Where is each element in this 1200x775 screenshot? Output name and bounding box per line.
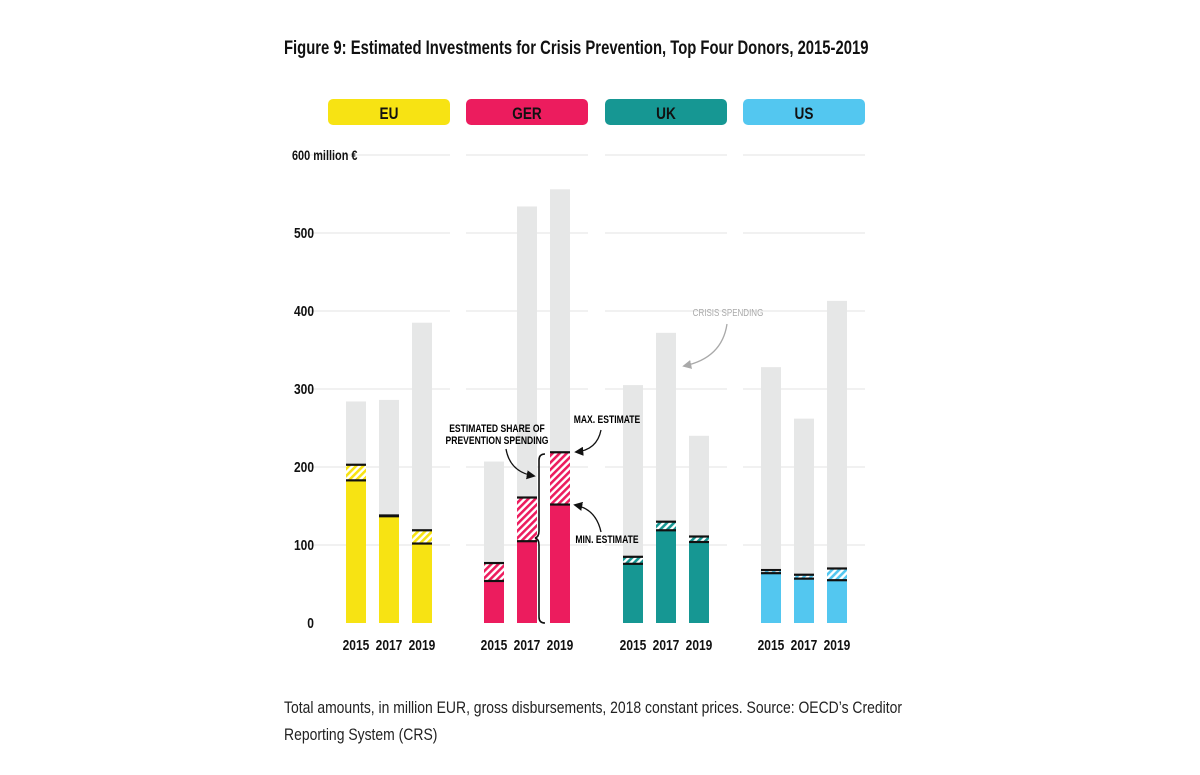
marker-min-eu-2019 [412,542,432,545]
bar-min-uk-2019 [689,541,709,623]
bar-share-range-ger-2015 [484,562,504,581]
y-axis: 0 100 200 300 400 500 600 million € [292,148,358,632]
x-tick-label: 2019 [409,637,436,654]
bar-min-ger-2017 [517,541,537,623]
x-tick-label: 2015 [343,637,370,654]
y-tick-label: 300 [294,381,314,398]
bar-crisis-us-2019 [827,300,847,623]
bar-crisis-us-2015 [761,367,781,623]
marker-min-uk-2017 [656,529,676,532]
source-note: Total amounts, in million EUR, gross dis… [284,698,903,744]
y-tick-label: 400 [294,303,314,320]
y-tick-label: 100 [294,537,314,554]
annotation-share-arrow [505,448,536,480]
marker-max-eu-2019 [412,529,432,532]
bar-min-eu-2017 [379,516,399,623]
bar-crisis-us-2017 [794,418,814,623]
bar-share-range-us-2015 [761,569,781,574]
marker-min-ger-2019 [550,503,570,506]
bar-share-range-eu-2019 [412,530,432,544]
bar-min-ger-2015 [484,580,504,623]
annotation-min-estimate: MIN. ESTIMATE [575,534,639,546]
panel-header-label-ger: GER [512,105,541,124]
y-tick-label: 0 [307,615,314,632]
marker-min-us-2017 [794,577,814,580]
y-tick-label: 200 [294,459,314,476]
marker-min-eu-2015 [346,479,366,482]
panel-header-eu [328,99,450,125]
marker-min-ger-2015 [484,579,504,583]
panel-header-ger [466,99,588,125]
x-tick-label: 2017 [653,637,680,654]
annotation-crisis-spending: CRISIS SPENDING [693,307,764,318]
bar-share-range-uk-2017 [656,521,676,531]
bar-share-range-uk-2019 [689,536,709,542]
bar-min-ger-2019 [550,504,570,623]
annotation-share-line2: PREVENTION SPENDING [446,435,549,447]
annotations: CRISIS SPENDING ESTIMATED SHARE OF PREVE… [446,307,764,624]
bars [346,189,847,624]
x-tick-label: 2015 [620,637,647,654]
marker-max-ger-2015 [484,561,504,565]
annotation-min-arrow [573,501,602,533]
marker-max-us-2019 [827,567,847,570]
annotation-max-estimate: MAX. ESTIMATE [574,414,641,426]
marker-min-us-2019 [827,579,847,582]
bar-share-range-us-2019 [827,568,847,581]
bar-min-uk-2015 [623,563,643,623]
marker-min-uk-2015 [623,562,643,565]
x-tick-label: 2015 [758,637,785,654]
bar-share-range-ger-2017 [517,497,537,542]
bar-min-eu-2019 [412,543,432,623]
x-tick-label: 2017 [376,637,403,654]
x-tick-label: 2017 [791,637,818,654]
marker-max-ger-2017 [517,496,537,499]
panel-header-label-eu: EU [380,105,399,124]
marker-max-uk-2017 [656,520,676,523]
bar-min-us-2015 [761,573,781,623]
y-tick-label: 500 [294,225,314,242]
marker-max-eu-2015 [346,463,366,466]
annotation-max-arrow [574,429,602,456]
marker-min-us-2015 [761,572,781,575]
x-tick-label: 2019 [824,637,851,654]
panel-header-label-uk: UK [656,105,676,124]
bar-min-uk-2017 [656,530,676,623]
panel-header-label-us: US [795,105,814,124]
bar-share-range-uk-2015 [623,556,643,564]
bar-share-range-eu-2015 [346,464,366,481]
x-axis-labels: 2015 2017 2019 2015 2017 2019 2015 2017 2019 2015… [343,637,851,654]
bar-min-us-2017 [794,578,814,623]
x-tick-label: 2019 [686,637,713,654]
marker-max-ger-2019 [550,451,570,454]
annotation-crisis-arrow [682,323,728,369]
bar-share-range-ger-2019 [550,452,570,505]
annotation-brace [534,453,546,624]
x-tick-label: 2015 [481,637,508,654]
annotation-share-line1: ESTIMATED SHARE OF [449,423,545,435]
panel-headers: EU GER UK US [328,99,865,125]
marker-max-uk-2019 [689,535,709,538]
bar-min-eu-2015 [346,480,366,623]
marker-max-us-2015 [761,568,781,572]
x-tick-label: 2019 [547,637,574,654]
marker-max-uk-2015 [623,555,643,558]
bar-share-range-us-2017 [794,574,814,579]
x-tick-label: 2017 [514,637,541,654]
panel-header-uk [605,99,727,125]
bar-min-us-2019 [827,580,847,623]
panel-header-us [743,99,865,125]
marker-max-us-2017 [794,573,814,576]
y-unit-label: 600 million € [292,148,358,164]
marker-min-ger-2017 [517,540,537,543]
marker-min-uk-2019 [689,540,709,544]
marker-max-eu-2017 [379,514,399,517]
chart-title: Figure 9: Estimated Investments for Cris… [284,38,869,59]
